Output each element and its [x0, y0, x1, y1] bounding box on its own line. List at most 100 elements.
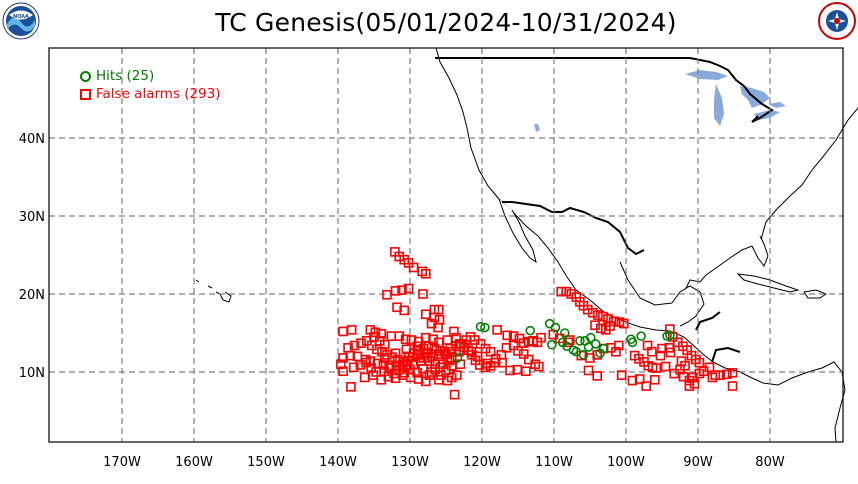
false-alarm-marker — [379, 366, 389, 377]
false-alarm-marker — [536, 332, 546, 343]
false-alarm-marker — [603, 314, 613, 324]
false-alarm-marker — [485, 346, 496, 357]
false-alarm-marker-icon — [80, 88, 91, 100]
false-alarm-marker — [704, 362, 715, 373]
false-alarm-marker — [634, 353, 644, 364]
national-weather-service-logo — [818, 2, 856, 40]
hit-marker — [547, 339, 557, 350]
false-alarm-marker — [346, 325, 357, 335]
false-alarm-marker — [613, 340, 624, 351]
x-tick-label: 90W — [683, 455, 713, 470]
y-tick-label: 10N — [19, 366, 45, 381]
cuba — [736, 273, 800, 293]
hispaniola — [803, 289, 828, 299]
false-alarm-marker — [616, 370, 627, 380]
false-alarm-marker — [390, 348, 401, 359]
x-tick-label: 120W — [463, 455, 501, 470]
land — [195, 47, 858, 443]
false-alarm-marker — [338, 366, 348, 377]
false-alarm-marker — [392, 302, 402, 313]
false-alarm-marker — [482, 358, 492, 369]
hit-marker — [525, 325, 536, 336]
hit-marker — [636, 331, 646, 341]
false-alarm-marker — [513, 346, 523, 356]
y-tick-label: 30N — [19, 210, 45, 225]
false-alarm-marker — [605, 321, 615, 331]
false-alarm-marker — [505, 365, 515, 376]
false-alarm-marker — [534, 361, 544, 372]
hit-marker — [480, 322, 490, 333]
x-tick-label: 150W — [247, 455, 285, 470]
false-alarm-marker — [619, 318, 629, 329]
false-alarm-marker — [399, 305, 410, 316]
false-alarm-marker — [378, 360, 389, 370]
false-alarm-marker — [518, 349, 529, 359]
false-alarm-marker — [349, 362, 359, 373]
false-alarm-marker — [397, 285, 407, 295]
x-tick-label: 140W — [319, 455, 357, 470]
false-alarm-marker — [429, 312, 440, 323]
false-alarm-marker — [377, 346, 387, 357]
false-alarm-marker — [433, 322, 443, 333]
false-alarm-marker — [390, 286, 401, 296]
false-alarm-marker — [588, 307, 598, 318]
noaa-logo: NOAA — [2, 2, 40, 40]
hit-marker — [578, 350, 589, 360]
false-alarm-marker — [391, 360, 402, 371]
false-alarm-marker — [593, 310, 603, 320]
borders — [435, 57, 774, 363]
svg-text:NOAA: NOAA — [13, 14, 29, 20]
y-tick-label: 20N — [19, 288, 45, 303]
false-alarm-marker — [508, 331, 519, 341]
false-alarm-marker — [379, 353, 390, 363]
false-alarm-marker — [435, 346, 446, 356]
false-alarm-marker — [598, 311, 608, 322]
false-alarm-marker — [361, 357, 371, 368]
false-alarm-marker — [721, 369, 732, 380]
false-alarm-marker — [676, 356, 687, 366]
x-tick-label: 80W — [755, 455, 785, 470]
false-alarm-marker — [394, 331, 405, 341]
hit-marker — [585, 332, 596, 343]
gulf-coast — [619, 107, 858, 306]
false-alarm-marker — [397, 370, 408, 380]
false-alarm-marker — [421, 268, 431, 279]
y-tick-label: 40N — [19, 132, 45, 147]
legend-hits: Hits (25) — [80, 68, 154, 84]
false-alarm-marker — [727, 381, 738, 391]
false-alarm-marker — [480, 343, 491, 354]
hit-marker — [665, 330, 675, 341]
hit-marker — [575, 335, 585, 346]
false-alarm-marker — [446, 372, 457, 383]
false-alarm-marker — [660, 361, 671, 372]
false-alarm-marker — [405, 364, 415, 375]
false-alarm-marker — [583, 365, 594, 376]
false-alarm-marker — [492, 325, 502, 335]
x-tick-label: 110W — [535, 455, 573, 470]
false-alarm-marker — [561, 286, 572, 297]
false-alarm-marker — [451, 370, 462, 380]
false-alarm-marker — [634, 374, 645, 384]
false-alarm-marker — [449, 326, 459, 337]
legend-false-alarms: False alarms (293) — [80, 86, 221, 102]
false-alarm-marker — [408, 352, 418, 362]
chart-title: TC Genesis(05/01/2024-10/31/2024) — [215, 8, 677, 37]
false-alarm-marker — [592, 371, 603, 381]
false-alarm-marker — [421, 376, 431, 387]
false-alarm-marker — [642, 340, 653, 351]
false-alarm-marker — [501, 343, 512, 353]
false-alarm-marker — [403, 283, 414, 294]
false-alarm-marker — [710, 370, 721, 380]
false-alarm-marker — [669, 368, 680, 379]
false-alarm-marker — [436, 370, 446, 380]
baja-california — [498, 198, 537, 264]
false-alarm-marker — [707, 372, 718, 383]
false-alarm-marker — [595, 323, 606, 334]
false-alarm-marker — [688, 372, 698, 383]
x-tick-label: 100W — [607, 455, 645, 470]
florida — [751, 235, 769, 268]
hit-marker — [598, 343, 609, 354]
hit-marker — [627, 337, 638, 348]
grid — [49, 48, 843, 442]
